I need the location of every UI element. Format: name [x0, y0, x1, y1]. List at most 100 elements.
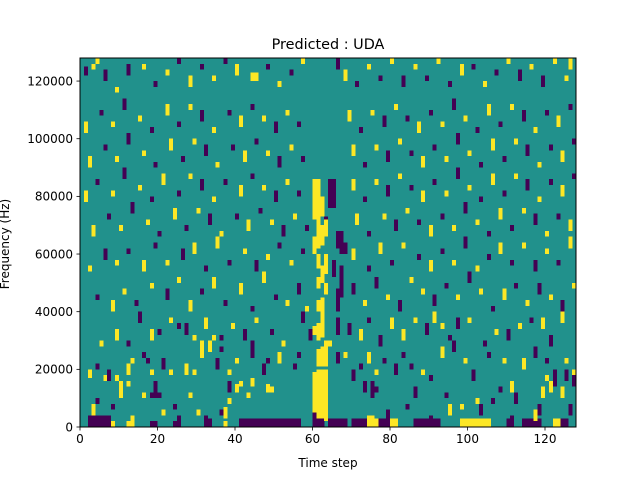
heatmap-cell: [231, 144, 236, 151]
heatmap-cell: [510, 259, 515, 266]
heatmap-cell: [289, 418, 294, 427]
heatmap-cell: [103, 248, 108, 260]
y-tick-label: 20000: [35, 363, 73, 377]
heatmap-cell: [285, 418, 290, 427]
heatmap-cell: [452, 259, 457, 266]
heatmap-cell: [114, 156, 119, 162]
heatmap-cell: [339, 265, 344, 283]
heatmap-cell: [153, 421, 158, 427]
y-tick-label: 0: [65, 420, 73, 434]
heatmap-cell: [568, 58, 573, 70]
heatmap-cell: [432, 179, 437, 185]
heatmap-cell: [521, 109, 526, 122]
heatmap-cell: [413, 63, 418, 70]
heatmap-cell: [285, 109, 290, 116]
heatmap-cell: [370, 380, 375, 399]
chart-title: Predicted : UDA: [272, 37, 385, 53]
heatmap-cell: [432, 294, 437, 306]
heatmap-cell: [382, 418, 387, 427]
heatmap-cell: [126, 421, 131, 427]
heatmap-cell: [269, 219, 274, 226]
heatmap-cell: [343, 242, 348, 255]
heatmap-cell: [537, 196, 542, 203]
heatmap-cell: [537, 403, 542, 416]
heatmap-cell: [506, 58, 511, 64]
heatmap-cell: [111, 403, 116, 410]
heatmap-cell: [215, 236, 220, 249]
heatmap-cell: [444, 282, 449, 289]
heatmap-cell: [417, 121, 422, 133]
heatmap-cell: [266, 418, 271, 427]
heatmap-cell: [374, 179, 379, 185]
heatmap-cell: [444, 392, 449, 399]
heatmap-cell: [173, 421, 178, 427]
heatmap-cell: [564, 75, 569, 82]
heatmap-cell: [204, 317, 209, 329]
heatmap-cell: [258, 418, 263, 427]
heatmap-cell: [374, 386, 379, 393]
heatmap-cell: [486, 352, 491, 358]
heatmap-cell: [475, 219, 480, 226]
heatmap-cell: [246, 418, 251, 427]
heatmap-cell: [362, 418, 367, 427]
heatmap-cell: [351, 369, 356, 381]
heatmap-cell: [312, 236, 317, 255]
heatmap-cell: [362, 196, 367, 203]
heatmap-cell: [552, 369, 557, 381]
heatmap-cell: [289, 259, 294, 266]
heatmap-cell: [262, 363, 267, 376]
heatmap-cell: [401, 75, 406, 87]
heatmap-cell: [211, 196, 216, 203]
heatmap-cell: [165, 104, 170, 116]
heatmap-cell: [390, 259, 395, 266]
heatmap-cell: [455, 317, 460, 329]
heatmap-cell: [114, 86, 119, 93]
heatmap-cell: [440, 121, 445, 128]
heatmap-cell: [525, 418, 530, 427]
heatmap-cell: [359, 328, 364, 341]
heatmap-cell: [397, 173, 402, 180]
heatmap-cell: [560, 311, 565, 324]
heatmap-cell: [537, 418, 542, 427]
heatmap-cell: [316, 277, 321, 289]
heatmap-cell: [320, 297, 325, 318]
heatmap-cell: [471, 63, 476, 70]
heatmap-cell: [149, 127, 154, 133]
heatmap-cell: [227, 380, 232, 393]
heatmap-cell: [114, 259, 119, 266]
heatmap-cell: [564, 357, 569, 364]
heatmap-cell: [529, 418, 534, 427]
heatmap-cell: [409, 184, 414, 191]
heatmap-cell: [297, 352, 302, 358]
heatmap-cell: [130, 357, 135, 364]
heatmap-cells: [83, 58, 577, 427]
heatmap-cell: [215, 161, 220, 168]
heatmap-cell: [316, 323, 321, 341]
heatmap-cell: [366, 63, 371, 70]
heatmap-cell: [192, 242, 197, 255]
heatmap-cell: [479, 161, 484, 168]
heatmap-cell: [556, 259, 561, 266]
heatmap-cell: [545, 109, 550, 116]
heatmap-cell: [506, 328, 511, 341]
x-tick-label: 20: [150, 432, 165, 446]
heatmap-cell: [157, 328, 162, 335]
heatmap-cell: [316, 349, 321, 367]
heatmap-cell: [510, 225, 515, 231]
heatmap-cell: [300, 311, 305, 324]
heatmap-cell: [502, 156, 507, 162]
heatmap-cell: [475, 127, 480, 133]
heatmap-cell: [246, 392, 251, 399]
heatmap-cell: [153, 81, 158, 87]
heatmap-cell: [331, 179, 336, 208]
heatmap-cell: [552, 418, 557, 427]
heatmap-cell: [440, 213, 445, 220]
heatmap-cell: [161, 357, 166, 370]
heatmap-cell: [436, 58, 441, 64]
heatmap-cell: [459, 403, 464, 410]
heatmap-cell: [266, 150, 271, 157]
heatmap-cell: [529, 63, 534, 70]
heatmap-cell: [184, 225, 189, 231]
heatmap-cell: [390, 58, 395, 64]
